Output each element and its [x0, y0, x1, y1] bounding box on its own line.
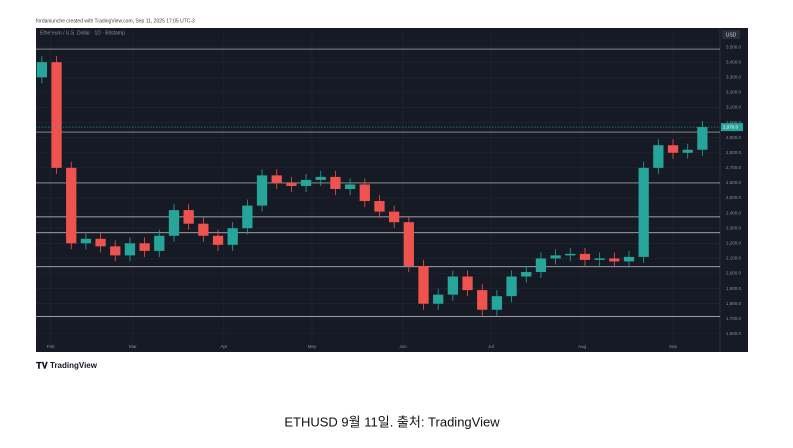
last-price-label: 2,970.0: [723, 124, 739, 129]
y-tick-label: 2,000.0: [726, 271, 742, 276]
y-tick-label: 2,600.0: [726, 180, 742, 185]
candle-body: [183, 210, 194, 224]
candle-body: [139, 243, 150, 251]
credit: fordaniunche created with TradingView.co…: [36, 18, 195, 24]
x-tick-label: Mar: [129, 344, 137, 349]
candle-body: [550, 255, 561, 259]
y-tick-label: 2,100.0: [726, 256, 742, 261]
currency: USD: [726, 32, 737, 38]
candle-body: [579, 253, 591, 260]
y-tick-label: 2,900.0: [726, 135, 742, 140]
candle-body: [389, 211, 400, 223]
candle-body: [286, 182, 297, 186]
candle-body: [697, 127, 708, 150]
candle-body: [535, 258, 547, 272]
candle-body: [300, 179, 312, 186]
chart-panel: [36, 28, 748, 352]
x-tick-label: Sep: [669, 344, 678, 349]
candle-body: [506, 276, 517, 297]
candle-body: [667, 145, 679, 153]
currency-box: [722, 30, 740, 39]
y-tick-label: 3,200.0: [726, 90, 742, 95]
candle-body: [212, 235, 224, 245]
y-tick-label: 1,700.0: [726, 316, 742, 321]
candle-body: [418, 265, 429, 304]
candle-body: [227, 228, 238, 245]
candle-body: [344, 184, 356, 189]
candle-body: [110, 246, 121, 256]
candle-body: [330, 176, 341, 189]
candle-body: [374, 201, 385, 212]
candle-body: [477, 290, 488, 310]
candle-body: [403, 222, 414, 266]
candle-body: [609, 258, 620, 262]
y-tick-label: 2,200.0: [726, 241, 742, 246]
candle-body: [359, 184, 370, 202]
logo: 𝐓𝐕 TradingView: [36, 360, 98, 370]
candle-body: [154, 235, 165, 251]
x-tick-label: Jun: [399, 344, 407, 349]
candle-body: [256, 175, 268, 206]
logo-text: TradingView: [50, 361, 98, 370]
candle-body: [198, 223, 209, 236]
y-tick-label: 2,400.0: [726, 210, 742, 215]
caption: ETHUSD 9월 11일. 출처: TradingView: [284, 414, 500, 429]
candle-body: [168, 210, 180, 236]
y-tick-label: 3,100.0: [726, 105, 742, 110]
candle-body: [36, 62, 48, 78]
x-tick-label: Apr: [220, 344, 228, 349]
y-tick-label: 3,400.0: [726, 59, 742, 64]
x-tick-label: Feb: [47, 344, 55, 349]
candle-body: [653, 145, 664, 168]
candle-body: [682, 149, 693, 153]
y-tick-label: 1,800.0: [726, 301, 742, 306]
candle-body: [565, 253, 576, 256]
candle-body: [491, 296, 503, 310]
candle-body: [124, 243, 136, 256]
candle-body: [51, 62, 62, 168]
candle-body: [242, 205, 253, 229]
candle-body: [433, 294, 444, 304]
candle-body: [315, 176, 326, 180]
candle-body: [80, 238, 92, 244]
x-tick-label: Jul: [488, 344, 494, 349]
y-tick-label: 2,800.0: [726, 150, 742, 155]
y-tick-label: 3,000.0: [726, 120, 742, 125]
y-tick-label: 1,900.0: [726, 286, 742, 291]
candle-body: [271, 175, 282, 183]
candle-body: [95, 238, 106, 247]
logo-mark: 𝐓𝐕: [36, 360, 49, 370]
candle-body: [594, 258, 605, 260]
y-tick-label: 3,300.0: [726, 74, 742, 79]
x-tick-label: May: [308, 344, 317, 349]
candle-body: [521, 272, 532, 277]
x-tick-label: Aug: [578, 344, 587, 349]
last-price-box: [721, 123, 743, 132]
candle-body: [66, 167, 77, 244]
candle-body: [623, 256, 635, 262]
candle-body: [447, 276, 458, 295]
y-tick-label: 2,300.0: [726, 225, 742, 230]
candle-body: [638, 167, 649, 257]
y-tick-label: 2,700.0: [726, 165, 742, 170]
chart-title: Ethereum / U.S. Dollar · 1D · Bitstamp: [40, 30, 125, 36]
y-tick-label: 3,500.0: [726, 44, 742, 49]
candle-body: [462, 276, 473, 291]
y-tick-label: 1,600.0: [726, 331, 742, 336]
y-tick-label: 2,500.0: [726, 195, 742, 200]
